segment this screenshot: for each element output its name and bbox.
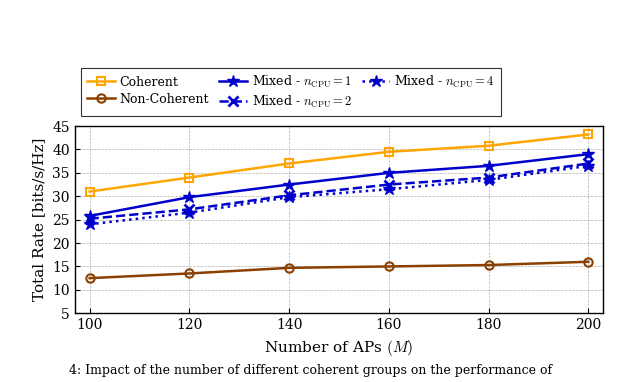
Mixed - $n_{\mathrm{CPU}} = 1$	[86, 214, 93, 218]
Mixed - $n_{\mathrm{CPU}} = 4$	[485, 178, 493, 182]
Mixed - $n_{\mathrm{CPU}} = 1$	[585, 152, 592, 156]
Non-Coherent	[86, 276, 93, 280]
Text: 4: Impact of the number of different coherent groups on the performance of: 4: Impact of the number of different coh…	[70, 364, 552, 377]
Non-Coherent	[285, 265, 293, 270]
Mixed - $n_{\mathrm{CPU}} = 2$	[185, 207, 193, 212]
Coherent	[385, 149, 392, 154]
Mixed - $n_{\mathrm{CPU}} = 4$	[86, 222, 93, 227]
Mixed - $n_{\mathrm{CPU}} = 2$	[86, 217, 93, 221]
Mixed - $n_{\mathrm{CPU}} = 2$	[585, 161, 592, 166]
Coherent	[285, 161, 293, 166]
Non-Coherent	[485, 263, 493, 267]
Mixed - $n_{\mathrm{CPU}} = 1$	[485, 163, 493, 168]
Mixed - $n_{\mathrm{CPU}} = 4$	[385, 187, 392, 191]
Line: Mixed - $n_{\mathrm{CPU}} = 4$: Mixed - $n_{\mathrm{CPU}} = 4$	[83, 160, 595, 231]
Line: Mixed - $n_{\mathrm{CPU}} = 1$: Mixed - $n_{\mathrm{CPU}} = 1$	[83, 148, 595, 222]
Coherent	[585, 132, 592, 137]
Non-Coherent	[585, 259, 592, 264]
X-axis label: Number of APs $(M)$: Number of APs $(M)$	[264, 338, 414, 358]
Line: Non-Coherent: Non-Coherent	[85, 257, 593, 282]
Mixed - $n_{\mathrm{CPU}} = 4$	[185, 210, 193, 215]
Non-Coherent	[185, 271, 193, 276]
Coherent	[185, 175, 193, 180]
Coherent	[485, 143, 493, 148]
Mixed - $n_{\mathrm{CPU}} = 2$	[285, 193, 293, 197]
Mixed - $n_{\mathrm{CPU}} = 2$	[385, 182, 392, 187]
Mixed - $n_{\mathrm{CPU}} = 4$	[285, 195, 293, 199]
Mixed - $n_{\mathrm{CPU}} = 1$	[285, 182, 293, 187]
Mixed - $n_{\mathrm{CPU}} = 2$	[485, 175, 493, 180]
Y-axis label: Total Rate [bits/s/Hz]: Total Rate [bits/s/Hz]	[32, 138, 47, 301]
Line: Mixed - $n_{\mathrm{CPU}} = 2$: Mixed - $n_{\mathrm{CPU}} = 2$	[85, 159, 593, 223]
Line: Coherent: Coherent	[85, 130, 593, 196]
Non-Coherent	[385, 264, 392, 269]
Mixed - $n_{\mathrm{CPU}} = 1$	[385, 170, 392, 175]
Coherent	[86, 189, 93, 194]
Legend: Coherent, Non-Coherent, Mixed - $n_{\mathrm{CPU}} = 1$, Mixed - $n_{\mathrm{CPU}: Coherent, Non-Coherent, Mixed - $n_{\mat…	[81, 68, 501, 116]
Mixed - $n_{\mathrm{CPU}} = 1$	[185, 195, 193, 199]
Mixed - $n_{\mathrm{CPU}} = 4$	[585, 163, 592, 168]
